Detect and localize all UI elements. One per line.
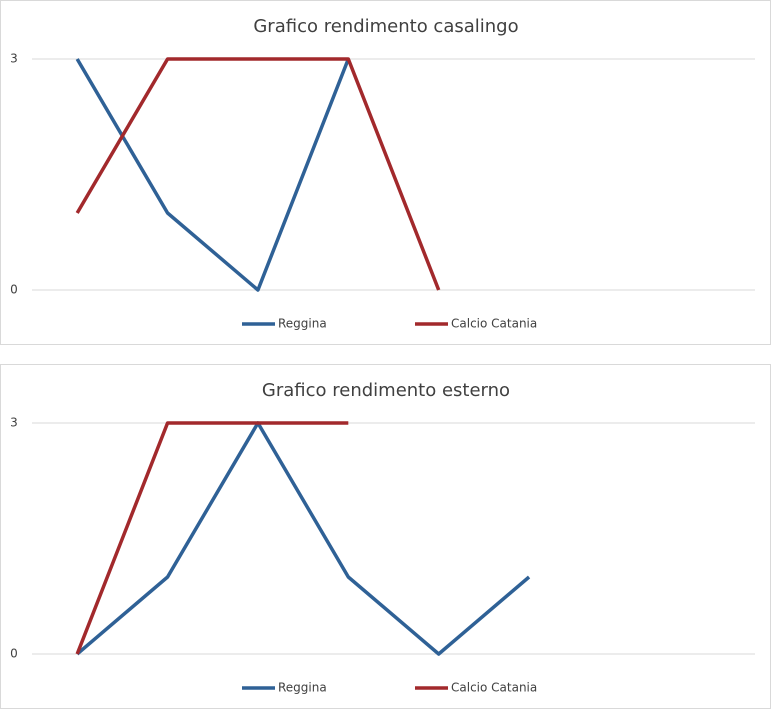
line-series <box>75 57 441 291</box>
chart-frame <box>0 364 771 709</box>
line-series <box>76 421 531 656</box>
chart-title: Grafico rendimento casalingo <box>253 16 518 37</box>
legend-label: Calcio Catania <box>451 317 537 331</box>
line-series <box>75 421 349 655</box>
legend-label: Reggina <box>278 681 327 695</box>
legend-label: Calcio Catania <box>451 681 537 695</box>
legend-label: Reggina <box>278 317 327 331</box>
y-tick-label: 3 <box>10 52 18 66</box>
chart-frame <box>0 0 771 345</box>
chart-title: Grafico rendimento esterno <box>262 380 510 401</box>
y-tick-label: 0 <box>10 283 18 297</box>
y-tick-label: 0 <box>10 647 18 661</box>
y-tick-label: 3 <box>10 416 18 430</box>
